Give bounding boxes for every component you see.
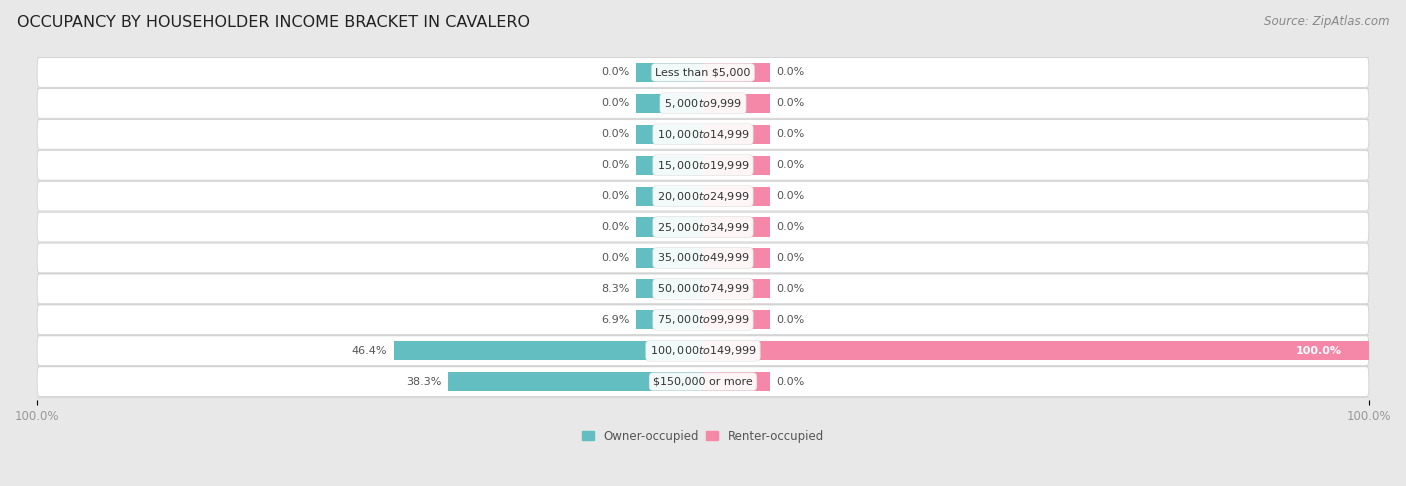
FancyBboxPatch shape bbox=[37, 305, 1369, 335]
Text: 8.3%: 8.3% bbox=[602, 284, 630, 294]
Text: $10,000 to $14,999: $10,000 to $14,999 bbox=[657, 128, 749, 141]
FancyBboxPatch shape bbox=[37, 181, 1369, 211]
Text: 0.0%: 0.0% bbox=[602, 68, 630, 77]
Text: 0.0%: 0.0% bbox=[776, 222, 804, 232]
Bar bbox=[703, 341, 1369, 360]
Text: 0.0%: 0.0% bbox=[776, 129, 804, 139]
FancyBboxPatch shape bbox=[37, 88, 1369, 118]
Bar bbox=[703, 248, 769, 268]
Bar bbox=[394, 341, 703, 360]
Text: $25,000 to $34,999: $25,000 to $34,999 bbox=[657, 221, 749, 234]
Text: 0.0%: 0.0% bbox=[776, 253, 804, 263]
Text: 38.3%: 38.3% bbox=[406, 377, 441, 387]
Bar bbox=[637, 217, 703, 237]
Bar bbox=[637, 94, 703, 113]
Text: 0.0%: 0.0% bbox=[776, 377, 804, 387]
Text: $75,000 to $99,999: $75,000 to $99,999 bbox=[657, 313, 749, 326]
Text: $150,000 or more: $150,000 or more bbox=[654, 377, 752, 387]
Bar bbox=[637, 187, 703, 206]
Text: 0.0%: 0.0% bbox=[776, 191, 804, 201]
Bar bbox=[703, 187, 769, 206]
Bar bbox=[703, 94, 769, 113]
FancyBboxPatch shape bbox=[37, 367, 1369, 397]
FancyBboxPatch shape bbox=[37, 57, 1369, 87]
Bar bbox=[703, 63, 769, 82]
FancyBboxPatch shape bbox=[37, 212, 1369, 242]
Bar bbox=[703, 125, 769, 144]
Bar bbox=[703, 372, 769, 391]
Text: 0.0%: 0.0% bbox=[776, 98, 804, 108]
Text: OCCUPANCY BY HOUSEHOLDER INCOME BRACKET IN CAVALERO: OCCUPANCY BY HOUSEHOLDER INCOME BRACKET … bbox=[17, 15, 530, 30]
Text: 0.0%: 0.0% bbox=[776, 68, 804, 77]
Text: 6.9%: 6.9% bbox=[602, 315, 630, 325]
Text: Less than $5,000: Less than $5,000 bbox=[655, 68, 751, 77]
Bar bbox=[637, 279, 703, 298]
Bar bbox=[637, 125, 703, 144]
Legend: Owner-occupied, Renter-occupied: Owner-occupied, Renter-occupied bbox=[582, 430, 824, 443]
Bar bbox=[637, 310, 703, 330]
Bar bbox=[703, 217, 769, 237]
Bar bbox=[637, 156, 703, 175]
Text: 0.0%: 0.0% bbox=[776, 160, 804, 170]
FancyBboxPatch shape bbox=[37, 120, 1369, 149]
Text: 0.0%: 0.0% bbox=[776, 315, 804, 325]
FancyBboxPatch shape bbox=[37, 243, 1369, 273]
Text: 0.0%: 0.0% bbox=[602, 129, 630, 139]
Text: $5,000 to $9,999: $5,000 to $9,999 bbox=[664, 97, 742, 110]
FancyBboxPatch shape bbox=[37, 336, 1369, 365]
Text: 100.0%: 100.0% bbox=[1296, 346, 1343, 356]
Bar bbox=[703, 279, 769, 298]
Text: 0.0%: 0.0% bbox=[602, 253, 630, 263]
Bar bbox=[703, 310, 769, 330]
Text: 0.0%: 0.0% bbox=[776, 284, 804, 294]
Text: $100,000 to $149,999: $100,000 to $149,999 bbox=[650, 344, 756, 357]
Text: 0.0%: 0.0% bbox=[602, 222, 630, 232]
Text: $35,000 to $49,999: $35,000 to $49,999 bbox=[657, 251, 749, 264]
Text: 0.0%: 0.0% bbox=[602, 160, 630, 170]
Text: $50,000 to $74,999: $50,000 to $74,999 bbox=[657, 282, 749, 295]
FancyBboxPatch shape bbox=[37, 274, 1369, 304]
Bar bbox=[703, 156, 769, 175]
Text: 0.0%: 0.0% bbox=[602, 191, 630, 201]
Text: 0.0%: 0.0% bbox=[602, 98, 630, 108]
Bar bbox=[449, 372, 703, 391]
Text: 46.4%: 46.4% bbox=[352, 346, 388, 356]
FancyBboxPatch shape bbox=[37, 150, 1369, 180]
Bar bbox=[637, 63, 703, 82]
Bar bbox=[637, 248, 703, 268]
Text: $20,000 to $24,999: $20,000 to $24,999 bbox=[657, 190, 749, 203]
Text: Source: ZipAtlas.com: Source: ZipAtlas.com bbox=[1264, 15, 1389, 28]
Text: $15,000 to $19,999: $15,000 to $19,999 bbox=[657, 159, 749, 172]
